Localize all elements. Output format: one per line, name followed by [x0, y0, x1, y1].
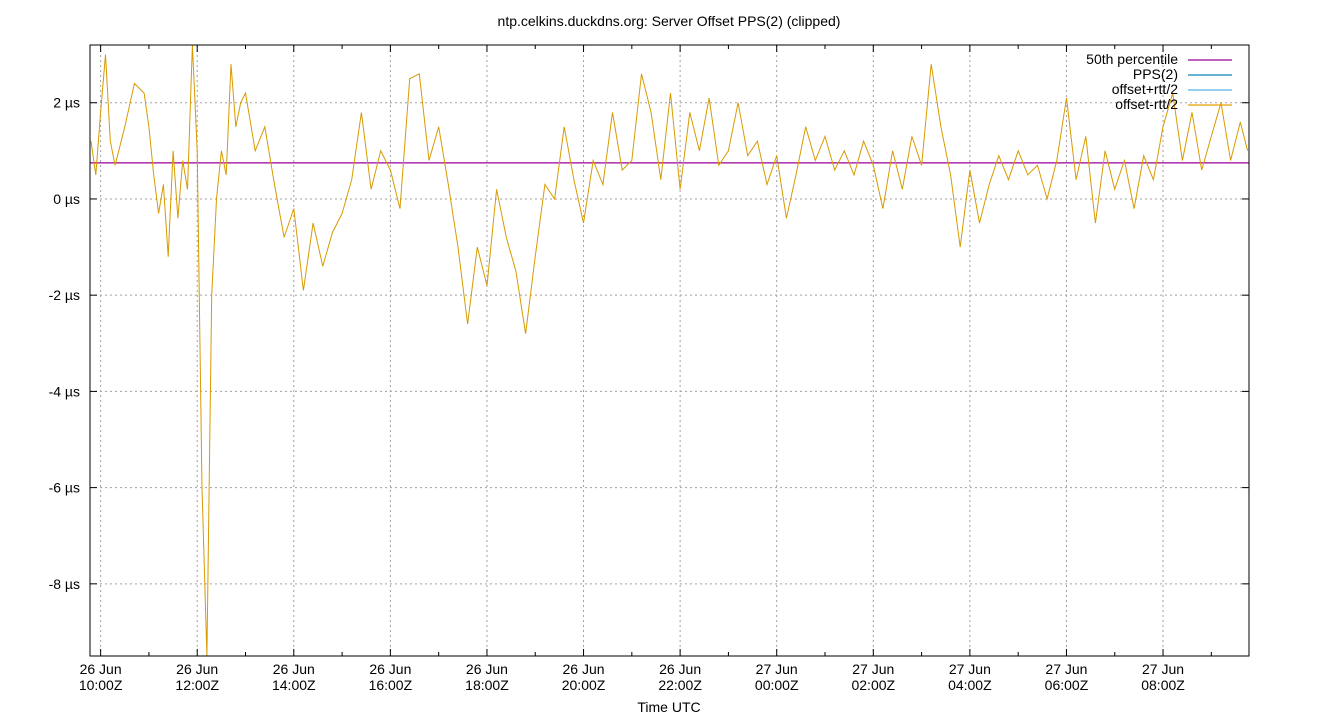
x-tick-label: 27 Jun — [949, 661, 991, 677]
x-tick-label: 16:00Z — [369, 677, 413, 693]
y-tick-label: 2 µs — [53, 95, 80, 111]
x-tick-label: 26 Jun — [80, 661, 122, 677]
x-tick-label: 10:00Z — [79, 677, 123, 693]
x-tick-label: 27 Jun — [1045, 661, 1087, 677]
x-tick-label: 26 Jun — [176, 661, 218, 677]
x-tick-label: 26 Jun — [369, 661, 411, 677]
x-tick-label: 00:00Z — [755, 677, 799, 693]
plot-frame — [89, 44, 1250, 657]
x-tick-label: 26 Jun — [273, 661, 315, 677]
x-tick-label: 26 Jun — [466, 661, 508, 677]
y-tick-label: -2 µs — [49, 287, 80, 303]
x-tick-label: 18:00Z — [465, 677, 509, 693]
series-layer — [90, 45, 1249, 656]
x-axis-label: Time UTC — [637, 699, 700, 715]
series-line-pps-2- — [90, 45, 1249, 656]
grid — [90, 45, 1249, 656]
y-axis: 2 µs 0 µs -2 µs -4 µs -6 µs -8 µs — [49, 95, 1249, 592]
x-tick-label: 27 Jun — [756, 661, 798, 677]
y-tick-label: -4 µs — [49, 383, 80, 399]
x-tick-label: 27 Jun — [852, 661, 894, 677]
x-tick-label: 26 Jun — [563, 661, 605, 677]
legend-label: offset-rtt/2 — [1115, 96, 1178, 112]
x-tick-label: 04:00Z — [948, 677, 992, 693]
y-tick-label: -8 µs — [49, 576, 80, 592]
legend-label: 50th percentile — [1086, 51, 1178, 67]
x-tick-label: 08:00Z — [1141, 677, 1185, 693]
x-tick-label: 26 Jun — [659, 661, 701, 677]
x-tick-label: 02:00Z — [851, 677, 895, 693]
legend-label: offset+rtt/2 — [1112, 81, 1178, 97]
x-tick-label: 20:00Z — [562, 677, 606, 693]
chart-title: ntp.celkins.duckdns.org: Server Offset P… — [498, 13, 841, 29]
x-tick-label: 14:00Z — [272, 677, 316, 693]
y-tick-label: -6 µs — [49, 480, 80, 496]
x-tick-label: 06:00Z — [1045, 677, 1089, 693]
legend-label: PPS(2) — [1133, 66, 1178, 82]
x-tick-label: 27 Jun — [1142, 661, 1184, 677]
legend: 50th percentilePPS(2)offset+rtt/2offset-… — [1086, 51, 1232, 112]
x-tick-label: 22:00Z — [658, 677, 702, 693]
x-tick-label: 12:00Z — [175, 677, 219, 693]
y-tick-label: 0 µs — [53, 191, 80, 207]
